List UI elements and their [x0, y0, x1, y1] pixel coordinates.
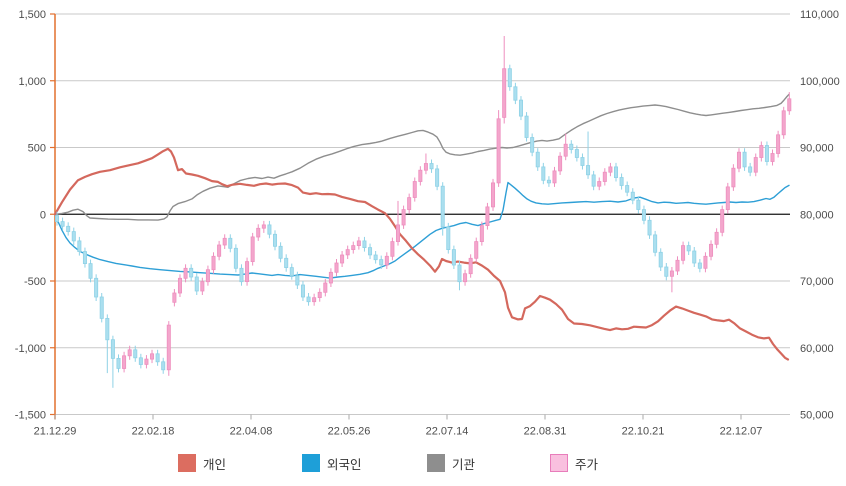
right-axis-label: 60,000 [800, 343, 834, 355]
x-axis-label: 21.12.29 [34, 426, 77, 438]
legend-label: 주가 [575, 457, 599, 472]
line-series-개인 [53, 147, 790, 361]
legend-item-2[interactable]: 기관 [427, 452, 475, 474]
candlestick-series [55, 36, 792, 388]
right-axis-label: 80,000 [800, 209, 834, 221]
left-axis-label: -1,000 [15, 343, 46, 355]
x-axis-label: 22.05.26 [328, 426, 371, 438]
legend-swatch [302, 454, 320, 472]
right-axis-label: 110,000 [800, 9, 839, 21]
legend-label: 외국인 [327, 457, 362, 472]
left-axis-label: -1,500 [15, 410, 46, 422]
legend-swatch [550, 454, 568, 472]
chart-canvas: 1,500 110,000 1,000 100,000 500 90,000 0 80,000… [15, 9, 840, 438]
right-axis-label: 50,000 [800, 410, 834, 422]
legend-item-3[interactable]: 주가 [550, 452, 598, 474]
chart-plot-area: 1,500 110,000 1,000 100,000 500 90,000 0 80,000… [15, 9, 840, 438]
left-axis-label: -500 [24, 276, 46, 288]
line-series-기관 [54, 93, 790, 221]
x-axis-label: 22.10.21 [622, 426, 665, 438]
line-series-외국인 [54, 181, 790, 279]
legend-label: 기관 [452, 457, 476, 472]
left-axis-label: 1,500 [18, 9, 46, 21]
legend-item-1[interactable]: 외국인 [302, 452, 362, 474]
right-axis-label: 70,000 [800, 276, 834, 288]
right-axis-label: 90,000 [800, 143, 834, 155]
legend-label: 개인 [203, 457, 227, 472]
legend-swatch [427, 454, 445, 472]
left-axis-label: 1,000 [18, 76, 46, 88]
x-axis-label: 22.02.18 [132, 426, 175, 438]
x-axis-label: 22.04.08 [230, 426, 273, 438]
legend-swatch [178, 454, 196, 472]
left-axis-label: 500 [28, 143, 46, 155]
chart-legend: 개인 외국인 기관 주가 [0, 452, 846, 478]
x-axis-label: 22.07.14 [426, 426, 469, 438]
x-axis-label: 22.08.31 [524, 426, 567, 438]
right-axis-label: 100,000 [800, 76, 840, 88]
x-axis-label: 22.12.07 [720, 426, 763, 438]
left-axis-label: 0 [40, 209, 46, 221]
legend-item-0[interactable]: 개인 [178, 452, 226, 474]
